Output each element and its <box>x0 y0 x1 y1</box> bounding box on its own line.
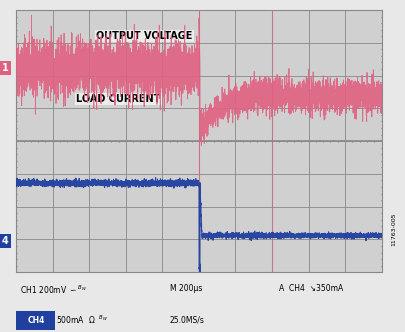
Text: 4: 4 <box>2 236 9 246</box>
Text: A  CH4  ↘350mA: A CH4 ↘350mA <box>279 284 343 293</box>
FancyBboxPatch shape <box>16 310 55 330</box>
Text: CH1 200mV $\backsim^{B_W}$: CH1 200mV $\backsim^{B_W}$ <box>20 284 87 296</box>
Text: LOAD CURRENT: LOAD CURRENT <box>76 94 160 104</box>
Text: 25.0MS/s: 25.0MS/s <box>169 316 204 325</box>
Text: CH4: CH4 <box>28 316 45 325</box>
Text: M 200μs: M 200μs <box>169 284 202 293</box>
Text: OUTPUT VOLTAGE: OUTPUT VOLTAGE <box>96 31 192 41</box>
Text: 1: 1 <box>2 63 9 73</box>
Text: 11763-005: 11763-005 <box>390 212 395 246</box>
Text: 500mA  Ω  $^{B_W}$: 500mA Ω $^{B_W}$ <box>56 314 109 326</box>
